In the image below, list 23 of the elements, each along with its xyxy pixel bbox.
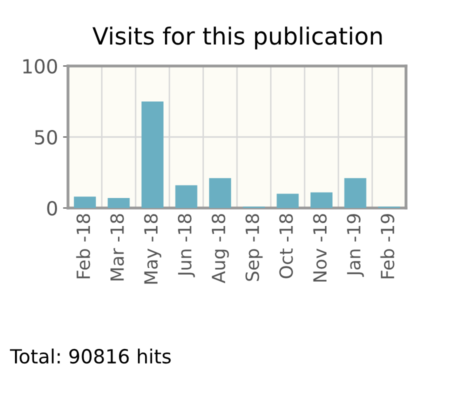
- bar: [108, 198, 130, 208]
- x-tick-label: Mar -18: [110, 214, 124, 280]
- bar: [310, 192, 332, 208]
- x-tick-label: Feb -19: [380, 214, 394, 278]
- y-tick-label: 100: [23, 58, 57, 74]
- y-tick-label: 0: [47, 200, 57, 216]
- bar: [175, 185, 198, 208]
- bar: [344, 178, 366, 208]
- chart-title: Visits for this publication: [92, 26, 382, 50]
- x-tick-label: May -18: [144, 214, 162, 284]
- bar: [142, 102, 164, 208]
- y-tick-label: 50: [35, 130, 57, 145]
- x-tick-label: Jan -19: [346, 214, 364, 277]
- x-tick-label: Oct -18: [279, 214, 293, 278]
- x-tick-label: Nov -18: [313, 214, 327, 282]
- x-tick-label: Feb -18: [76, 214, 90, 278]
- x-tick-label: Sep -18: [245, 214, 263, 281]
- text: Total: 90816 hits: [10, 348, 171, 364]
- bar: [74, 196, 96, 208]
- x-tick-label: Aug -18: [212, 214, 229, 284]
- bar: [276, 194, 299, 208]
- bar: [209, 178, 232, 208]
- x-tick-label: Jun -18: [178, 214, 195, 278]
